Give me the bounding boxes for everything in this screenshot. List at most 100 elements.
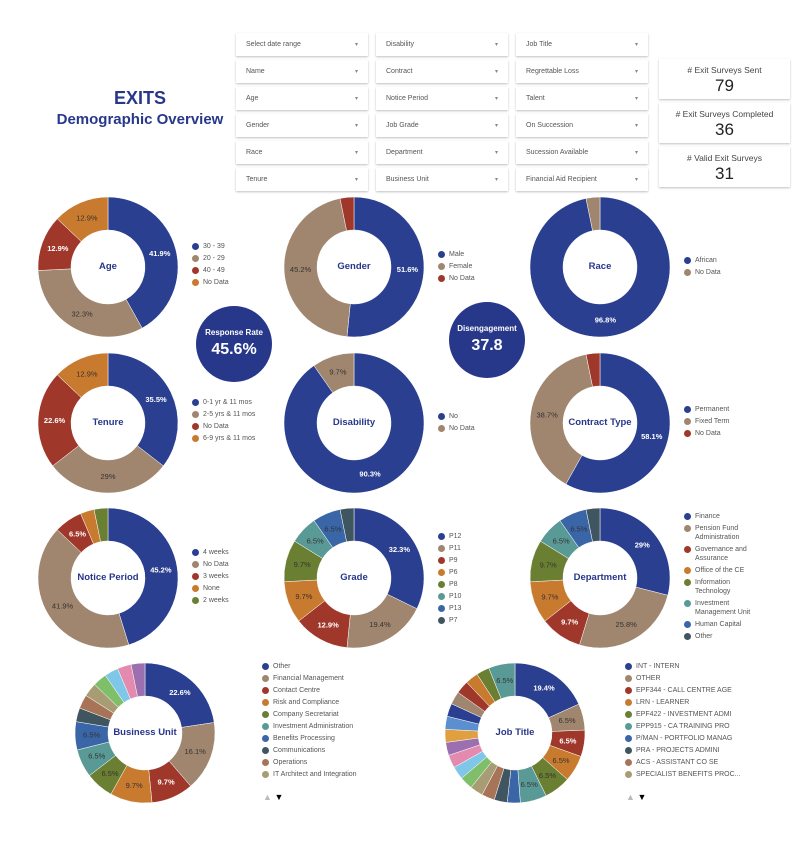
legend-item[interactable]: Finance	[684, 512, 764, 521]
filter-dropdown-talent[interactable]: Talent ▾	[516, 87, 648, 110]
legend-item[interactable]: OTHER	[625, 674, 755, 683]
tenure-slice[interactable]	[107, 352, 179, 467]
legend-item[interactable]: No Data	[192, 422, 322, 431]
legend-item[interactable]: ACS - ASSISTANT CO SE	[625, 758, 755, 767]
legend-item[interactable]: 2-5 yrs & 11 mos	[192, 410, 322, 419]
legend-item[interactable]: 2 weeks	[192, 596, 322, 605]
legend-item[interactable]: Investment Management Unit	[684, 599, 764, 617]
legend-item[interactable]: Human Capital	[684, 620, 764, 629]
gender-slice[interactable]	[339, 196, 355, 232]
legend-item[interactable]: 30 - 39	[192, 242, 322, 251]
gender-slice[interactable]	[283, 198, 351, 337]
filter-dropdown-business-unit[interactable]: Business Unit ▾	[376, 168, 508, 191]
legend-item[interactable]: Investment Administration	[262, 722, 392, 731]
legend-item[interactable]: No Data	[684, 429, 800, 438]
legend-item[interactable]: Pension Fund Administration	[684, 524, 764, 542]
legend-item[interactable]: None	[192, 584, 322, 593]
filter-dropdown-regrettable-loss[interactable]: Regrettable Loss ▾	[516, 60, 648, 83]
legend-item[interactable]: 6-9 yrs & 11 mos	[192, 434, 322, 443]
legend-item[interactable]: Communications	[262, 746, 392, 755]
legend-item[interactable]: INT - INTERN	[625, 662, 755, 671]
age-slice[interactable]	[37, 268, 143, 338]
filter-dropdown-age[interactable]: Age ▾	[236, 87, 368, 110]
legend-item[interactable]: IT Architect and Integration	[262, 770, 392, 779]
legend-item[interactable]: Contact Centre	[262, 686, 392, 695]
legend-item[interactable]: Operations	[262, 758, 392, 767]
legend-item[interactable]: EPF344 - CALL CENTRE AGE	[625, 686, 755, 695]
race-slice[interactable]	[529, 196, 671, 338]
legend-item[interactable]: 3 weeks	[192, 572, 322, 581]
grade-slice[interactable]	[339, 507, 355, 543]
legend-item[interactable]: P/MAN - PORTFOLIO MANAG	[625, 734, 755, 743]
filter-dropdown-race[interactable]: Race ▾	[236, 141, 368, 164]
legend-item[interactable]: Other	[262, 662, 392, 671]
page-down-button[interactable]: ▼	[274, 792, 284, 802]
legend-item[interactable]: Benefits Processing	[262, 734, 392, 743]
legend-item[interactable]: P13	[438, 604, 568, 613]
filter-dropdown-job-grade[interactable]: Job Grade ▾	[376, 114, 508, 137]
job-title-slice[interactable]	[488, 662, 516, 700]
legend-item[interactable]: EPF422 - INVESTMENT ADMI	[625, 710, 755, 719]
filter-dropdown-on-succession[interactable]: On Succession ▾	[516, 114, 648, 137]
disability-slice[interactable]	[313, 352, 355, 394]
tenure-slice[interactable]	[56, 352, 109, 398]
legend-item[interactable]: No Data	[438, 274, 568, 283]
legend-item[interactable]: African	[684, 256, 800, 265]
legend-item[interactable]: 20 - 29	[192, 254, 322, 263]
legend-item[interactable]: Financial Management	[262, 674, 392, 683]
filter-dropdown-tenure[interactable]: Tenure ▾	[236, 168, 368, 191]
department-slice[interactable]	[579, 586, 669, 649]
legend-item[interactable]: No Data	[192, 560, 322, 569]
legend-item[interactable]: LRN - LEARNER	[625, 698, 755, 707]
business-unit-slice[interactable]	[130, 662, 146, 698]
notice-slice[interactable]	[107, 507, 179, 646]
legend-item[interactable]: Male	[438, 250, 568, 259]
notice-slice[interactable]	[37, 529, 130, 649]
legend-item[interactable]: P11	[438, 544, 568, 553]
contract-slice[interactable]	[585, 352, 601, 388]
page-down-button[interactable]: ▼	[637, 792, 647, 802]
filter-dropdown-department[interactable]: Department ▾	[376, 141, 508, 164]
grade-slice[interactable]	[353, 507, 425, 610]
legend-item[interactable]: Fixed Term	[684, 417, 800, 426]
legend-item[interactable]: No Data	[684, 268, 800, 277]
legend-item[interactable]: EPP915 - CA TRAINING PRO	[625, 722, 755, 731]
legend-item[interactable]: Company Secretariat	[262, 710, 392, 719]
filter-dropdown-job-title[interactable]: Job Title ▾	[516, 33, 648, 56]
legend-item[interactable]: Information Technology	[684, 578, 764, 596]
department-slice[interactable]	[585, 507, 601, 543]
filter-dropdown-contract[interactable]: Contract ▾	[376, 60, 508, 83]
legend-item[interactable]: Risk and Compliance	[262, 698, 392, 707]
age-slice[interactable]	[107, 196, 179, 329]
page-up-button[interactable]: ▲	[626, 792, 635, 802]
legend-item[interactable]: Office of the CE	[684, 566, 764, 575]
filter-dropdown-disability[interactable]: Disability ▾	[376, 33, 508, 56]
filter-dropdown-sucession-available[interactable]: Sucession Available ▾	[516, 141, 648, 164]
filter-dropdown-gender[interactable]: Gender ▾	[236, 114, 368, 137]
legend-item[interactable]: Permanent	[684, 405, 800, 414]
legend-item[interactable]: Female	[438, 262, 568, 271]
legend-item[interactable]: Other	[684, 632, 764, 641]
legend-item[interactable]: No Data	[192, 278, 322, 287]
contract-slice[interactable]	[529, 354, 593, 485]
legend-item[interactable]: SPECIALIST BENEFITS PROC...	[625, 770, 755, 779]
legend-item[interactable]: P7	[438, 616, 568, 625]
filter-dropdown-notice-period[interactable]: Notice Period ▾	[376, 87, 508, 110]
legend-item[interactable]: P12	[438, 532, 568, 541]
age-slice[interactable]	[56, 196, 109, 242]
page-up-button[interactable]: ▲	[263, 792, 272, 802]
legend-item[interactable]: No Data	[438, 424, 568, 433]
legend-item[interactable]: PRA - PROJECTS ADMINI	[625, 746, 755, 755]
filter-dropdown-financial-aid-recipient[interactable]: Financial Aid Recipient ▾	[516, 168, 648, 191]
legend-item[interactable]: 0-1 yr & 11 mos	[192, 398, 322, 407]
legend-item[interactable]: P6	[438, 568, 568, 577]
legend-item[interactable]: P10	[438, 592, 568, 601]
legend-item[interactable]: 40 - 49	[192, 266, 322, 275]
legend-item[interactable]: No	[438, 412, 568, 421]
filter-dropdown-name[interactable]: Name ▾	[236, 60, 368, 83]
filter-dropdown-select-date-range[interactable]: Select date range ▾	[236, 33, 368, 56]
legend-item[interactable]: P9	[438, 556, 568, 565]
legend-item[interactable]: 4 weeks	[192, 548, 322, 557]
race-slice[interactable]	[585, 196, 601, 232]
notice-slice[interactable]	[93, 507, 109, 543]
